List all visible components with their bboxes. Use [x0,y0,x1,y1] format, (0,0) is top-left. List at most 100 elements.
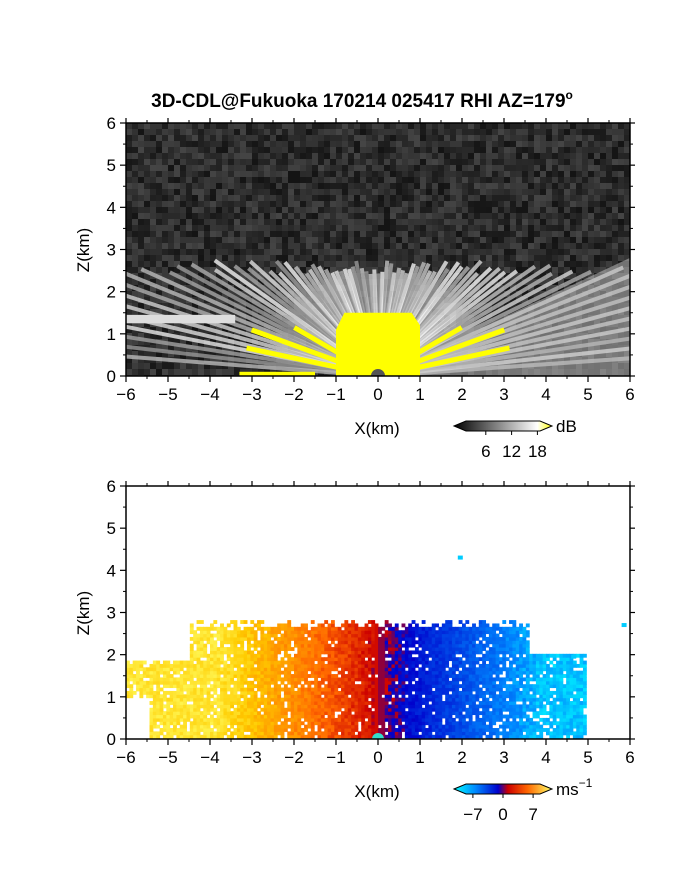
noise-cell [426,135,432,141]
velocity-cell [482,731,487,736]
noise-cell [174,339,180,345]
noise-cell [570,219,576,225]
noise-cell [390,177,396,183]
velocity-cell [196,734,201,739]
noise-cell [498,171,504,177]
noise-cell [270,243,276,249]
noise-cell [354,135,360,141]
velocity-cell [317,734,322,739]
noise-cell [144,129,150,135]
noise-cell [222,255,228,261]
noise-cell [270,231,276,237]
velocity-cell [307,704,312,709]
velocity-cell [559,731,564,736]
noise-cell [126,177,132,183]
velocity-cell [196,714,201,719]
noise-cell [534,285,540,291]
velocity-cell [492,711,497,716]
noise-cell [138,147,144,153]
velocity-cell [263,721,268,726]
noise-cell [192,285,198,291]
velocity-cell [354,714,359,719]
noise-cell [180,369,186,375]
noise-cell [264,129,270,135]
velocity-cell [576,714,581,719]
velocity-cell [213,721,218,726]
velocity-cell [398,717,403,722]
noise-cell [432,153,438,159]
noise-cell [210,279,216,285]
noise-cell [618,135,624,141]
noise-cell [300,129,306,135]
noise-cell [408,225,414,231]
velocity-cell [233,717,238,722]
velocity-cell [213,707,218,712]
noise-cell [534,189,540,195]
velocity-cell [152,711,157,716]
velocity-cell [280,711,285,716]
noise-cell [462,279,468,285]
velocity-cell [549,734,554,739]
noise-cell [192,303,198,309]
noise-cell [222,201,228,207]
velocity-cell [485,704,490,709]
noise-cell [468,273,474,279]
noise-cell [228,147,234,153]
noise-cell [240,309,246,315]
noise-cell [546,267,552,273]
noise-cell [360,135,366,141]
noise-cell [372,177,378,183]
noise-cell [270,177,276,183]
velocity-cell [263,711,268,716]
velocity-cell [176,731,181,736]
noise-cell [216,129,222,135]
noise-cell [228,273,234,279]
velocity-cell [169,701,174,705]
velocity-cell [445,707,450,712]
velocity-cell [179,731,184,736]
velocity-cell [149,714,154,719]
noise-cell [456,243,462,249]
velocity-cell [330,707,335,712]
noise-cell [468,207,474,213]
velocity-cell [236,714,241,719]
velocity-cell [569,704,574,709]
velocity-cell [210,704,214,709]
velocity-cell [374,728,379,732]
noise-cell [372,189,378,195]
noise-cell [372,255,378,261]
velocity-cell [414,734,419,739]
velocity-cell [401,728,406,732]
noise-cell [528,177,534,183]
noise-cell [552,195,558,201]
noise-cell [336,243,342,249]
velocity-cell [310,731,315,736]
noise-cell [210,177,216,183]
velocity-cell [438,721,443,726]
noise-cell [234,207,240,213]
noise-cell [402,147,408,153]
noise-cell [372,159,378,165]
velocity-cell [173,724,177,729]
velocity-cell [199,704,204,709]
velocity-cell [556,707,560,712]
velocity-cell [435,734,439,739]
velocity-cell [327,714,332,719]
noise-cell [624,237,630,243]
velocity-cell [485,711,490,716]
noise-cell [288,285,294,291]
noise-cell [384,243,390,249]
noise-cell [474,123,480,129]
velocity-cell [502,728,507,732]
velocity-cell [431,721,436,726]
noise-cell [432,255,438,261]
noise-cell [138,195,144,201]
noise-cell [498,177,504,183]
noise-cell [288,225,294,231]
noise-cell [384,195,390,201]
velocity-cell [552,707,557,712]
velocity-cell [488,711,493,716]
velocity-cell [216,711,221,716]
saturated-ray [376,325,463,376]
